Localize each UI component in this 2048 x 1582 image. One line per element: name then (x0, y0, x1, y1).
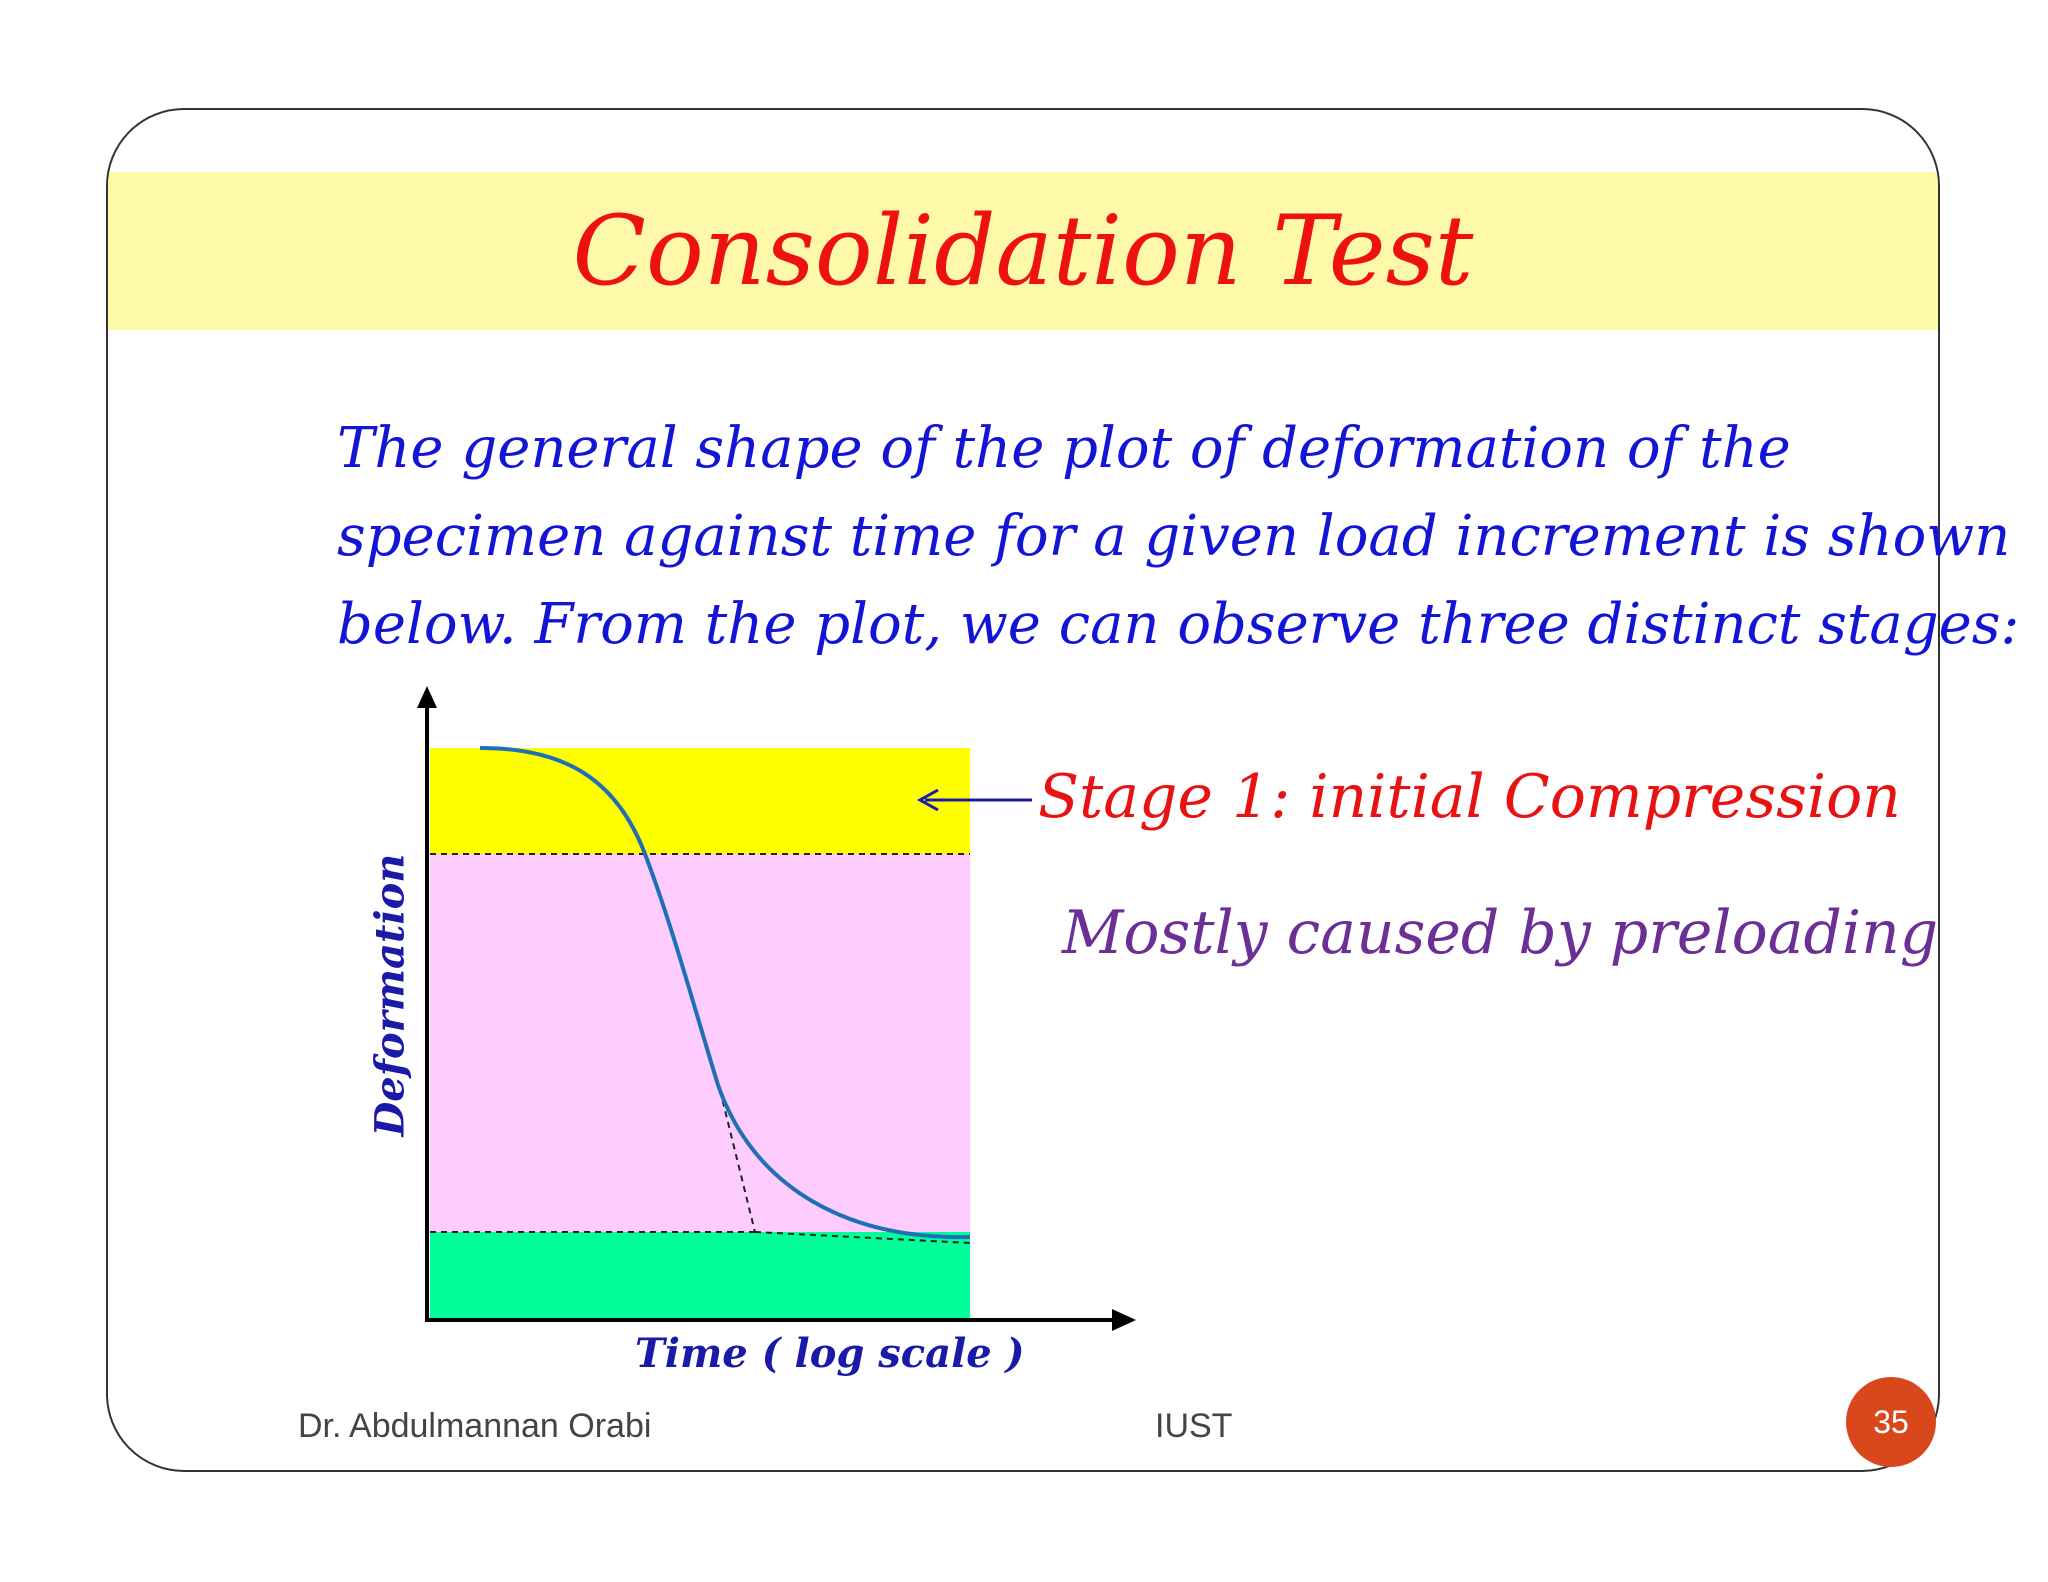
deformation-curve (479, 746, 971, 1240)
title-band: Consolidation Test (108, 172, 1938, 330)
y-axis-arrowhead (417, 686, 437, 708)
footer-institution: IUST (1155, 1407, 1233, 1445)
primary-tangent-line (719, 1089, 756, 1233)
stage1-zone (430, 748, 970, 854)
footer-author: Dr. Abdulmannan Orabi (298, 1407, 652, 1445)
stage1-label: Stage 1: initial Compression (1038, 762, 1901, 832)
stage3-zone (430, 1232, 970, 1318)
intro-line-1: The general shape of the plot of deforma… (337, 416, 1791, 481)
stage1-note: Mostly caused by preloading (1062, 898, 1939, 968)
intro-text: The general shape of the plot of deforma… (337, 405, 2020, 669)
page-number-badge: 35 (1846, 1377, 1936, 1467)
slide-frame: Consolidation Test (106, 108, 1940, 1472)
stage1-pointer-arrowhead (916, 788, 939, 812)
x-axis-label: Time ( log scale ) (635, 1330, 1025, 1377)
x-axis-arrowhead (1112, 1309, 1136, 1331)
y-axis-label: Deformation (366, 853, 414, 1137)
secondary-tangent-line (754, 1231, 971, 1244)
slide-title: Consolidation Test (572, 195, 1474, 307)
intro-line-2: specimen against time for a given load i… (337, 504, 2011, 569)
intro-line-3: below. From the plot, we can observe thr… (337, 592, 2020, 657)
stage2-zone (430, 854, 970, 1232)
